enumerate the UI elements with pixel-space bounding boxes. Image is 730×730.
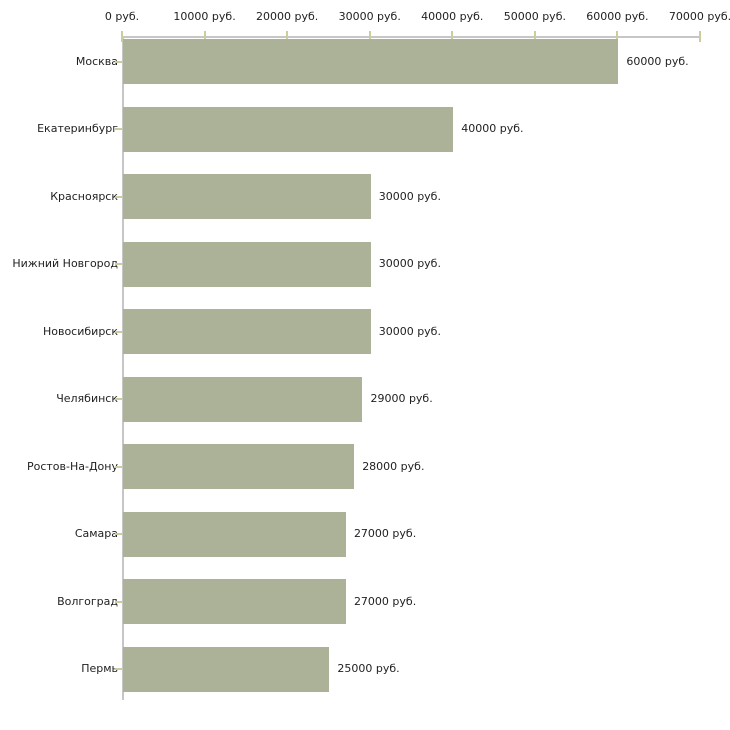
category-tick (115, 128, 122, 130)
x-axis-tick-label: 60000 руб. (586, 10, 649, 23)
bar-value-label: 25000 руб. (337, 662, 400, 675)
y-axis-line (122, 36, 124, 700)
category-label: Нижний Новгород (12, 257, 118, 270)
x-axis-tick (699, 31, 701, 42)
x-axis-tick-label: 40000 руб. (421, 10, 484, 23)
bar-value-label: 60000 руб. (626, 54, 689, 68)
x-axis-tick (533, 31, 536, 42)
bar (123, 444, 355, 489)
bar (123, 511, 346, 557)
bar (123, 579, 346, 624)
bar-value-label: 29000 руб. (370, 392, 433, 405)
bar-value-label: 27000 руб. (353, 527, 417, 540)
bar (123, 241, 371, 287)
bar (123, 376, 363, 422)
category-tick (115, 60, 122, 63)
x-axis-tick (451, 31, 454, 42)
category-tick (115, 465, 122, 468)
bar-value-label: 40000 руб. (461, 122, 524, 135)
category-tick (115, 195, 122, 198)
bar-value-label: 30000 руб. (378, 324, 441, 338)
bar (123, 174, 371, 219)
category-label: Красноярск (50, 189, 118, 203)
category-tick (115, 398, 122, 400)
category-tick (115, 263, 122, 265)
x-axis-tick-label: 20000 руб. (256, 10, 319, 23)
x-axis-tick (616, 31, 619, 42)
x-axis-tick-label: 70000 руб. (668, 10, 730, 23)
category-label: Челябинск (56, 392, 118, 405)
bar (123, 39, 619, 84)
x-axis-tick-label: 50000 руб. (503, 10, 566, 23)
bar (123, 646, 330, 692)
bar-value-label: 30000 руб. (378, 189, 441, 203)
x-axis-tick (286, 31, 289, 42)
category-label: Самара (74, 527, 118, 540)
category-label: Москва (75, 54, 118, 68)
category-tick (115, 600, 122, 603)
category-label: Екатеринбург (37, 122, 118, 135)
category-label: Волгоград (57, 594, 118, 608)
x-axis-tick-label: 0 руб. (104, 10, 140, 23)
category-label: Новосибирск (42, 324, 118, 338)
x-axis-tick (368, 31, 371, 42)
bar-value-label: 27000 руб. (353, 594, 417, 608)
x-axis-tick-label: 10000 руб. (173, 10, 236, 23)
category-tick (115, 330, 122, 333)
bar (123, 309, 371, 354)
category-tick (115, 668, 122, 670)
bar-value-label: 28000 руб. (362, 459, 425, 473)
bar (123, 106, 454, 152)
category-label: Пермь (81, 662, 118, 675)
x-axis-tick (121, 31, 123, 42)
category-tick (115, 533, 122, 535)
bar-value-label: 30000 руб. (378, 257, 441, 270)
x-axis-tick-label: 30000 руб. (338, 10, 401, 23)
x-axis-line (122, 36, 700, 38)
x-axis-tick (203, 31, 206, 42)
category-label: Ростов-На-Дону (26, 459, 118, 473)
